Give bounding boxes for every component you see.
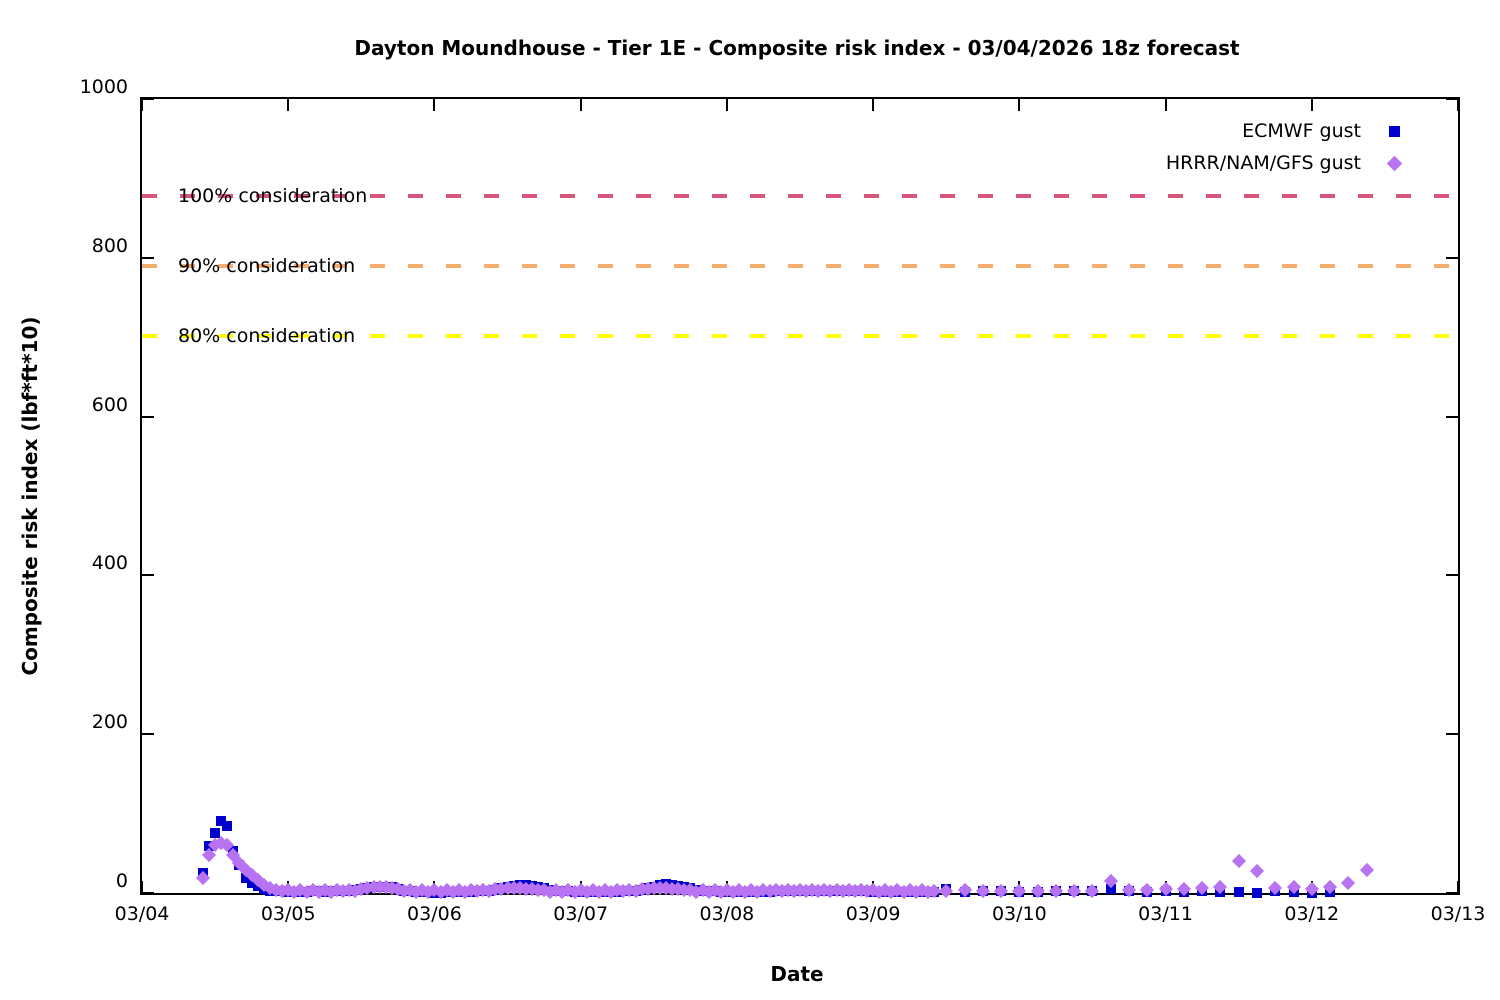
data-point-square	[246, 877, 257, 888]
x-tick-mark-top	[579, 99, 582, 111]
x-tick-label: 03/04	[114, 903, 170, 925]
x-tick-mark-top	[1164, 99, 1167, 111]
x-tick-label: 03/13	[1430, 903, 1486, 925]
chart-title-text: Dayton Moundhouse - Tier 1E - Composite …	[354, 36, 1240, 60]
x-tick-label: 03/12	[1284, 903, 1340, 925]
legend-diamond-marker-icon	[1386, 155, 1403, 171]
threshold-line-100	[142, 193, 1458, 198]
chart-title: Dayton Moundhouse - Tier 1E - Composite …	[0, 36, 1500, 60]
legend-row-hrrr: HRRR/NAM/GFS gust	[1165, 147, 1403, 179]
legend-row-ecmwf: ECMWF gust	[1166, 115, 1400, 147]
x-tick-mark-top	[1018, 99, 1021, 111]
legend-label-hrrr: HRRR/NAM/GFS gust	[1165, 152, 1361, 174]
y-tick-mark-right	[1446, 574, 1458, 577]
y-tick-mark-right	[1446, 892, 1458, 894]
y-tick-mark	[142, 574, 154, 577]
y-tick-mark-right	[1446, 415, 1458, 418]
data-point-square	[240, 872, 251, 883]
x-tick-label: 03/09	[845, 903, 901, 925]
y-tick-label: 0	[115, 870, 128, 892]
y-tick-mark-right	[1446, 98, 1458, 100]
y-tick-mark	[142, 733, 154, 736]
x-tick-label: 03/07	[553, 903, 609, 925]
x-tick-mark-top	[1457, 99, 1459, 111]
y-tick-mark	[142, 98, 154, 100]
x-tick-mark-top	[287, 99, 290, 111]
y-tick-label: 400	[91, 552, 128, 575]
x-tick-mark-top	[1310, 99, 1313, 111]
data-point-diamond	[1231, 854, 1246, 869]
x-tick-label: 03/06	[407, 903, 462, 925]
x-tick-mark-top	[433, 99, 436, 111]
y-tick-label: 1000	[79, 76, 128, 98]
x-tick-label: 03/05	[260, 903, 316, 925]
y-tick-mark-right	[1446, 256, 1458, 259]
data-point-square	[222, 821, 233, 832]
threshold-label-100: 100% consideration	[178, 184, 368, 207]
x-axis-label: Date	[770, 962, 824, 986]
data-point-square	[1105, 884, 1116, 895]
y-tick-label: 200	[91, 711, 128, 734]
y-tick-label: 800	[91, 234, 128, 257]
legend: ECMWF gust HRRR/NAM/GFS gust	[1165, 115, 1403, 179]
y-tick-label: 600	[91, 393, 128, 416]
y-tick-mark	[142, 256, 154, 259]
x-tick-mark-top	[872, 99, 875, 111]
x-tick-mark-top	[141, 99, 143, 111]
data-point-diamond	[1341, 876, 1356, 891]
data-point-square	[1233, 887, 1244, 898]
x-tick-mark	[1457, 881, 1459, 893]
threshold-line-90	[142, 263, 1458, 268]
data-point-diamond	[1249, 863, 1265, 878]
x-tick-mark-top	[725, 99, 728, 111]
y-tick-mark-right	[1446, 733, 1458, 736]
threshold-label-80: 80% consideration	[178, 324, 356, 347]
x-tick-label: 03/11	[1138, 903, 1193, 925]
x-tick-mark	[141, 881, 143, 893]
data-point-square	[216, 815, 227, 826]
x-tick-label: 03/08	[699, 903, 755, 925]
y-tick-mark	[142, 415, 154, 418]
plot-area: 100% consideration 90% consideration 80%…	[80, 76, 1486, 925]
data-point-square	[210, 828, 221, 839]
threshold-label-90: 90% consideration	[178, 254, 356, 277]
data-point-square	[1251, 888, 1262, 898]
legend-label-ecmwf: ECMWF gust	[1242, 120, 1361, 142]
data-point-diamond	[1359, 862, 1374, 878]
y-tick-mark	[142, 892, 154, 894]
threshold-line-80	[142, 333, 1458, 338]
legend-square-marker-icon	[1389, 125, 1400, 137]
x-tick-label: 03/10	[991, 903, 1047, 925]
y-axis-label: Composite risk index (lbf*ft*10)	[18, 316, 42, 676]
